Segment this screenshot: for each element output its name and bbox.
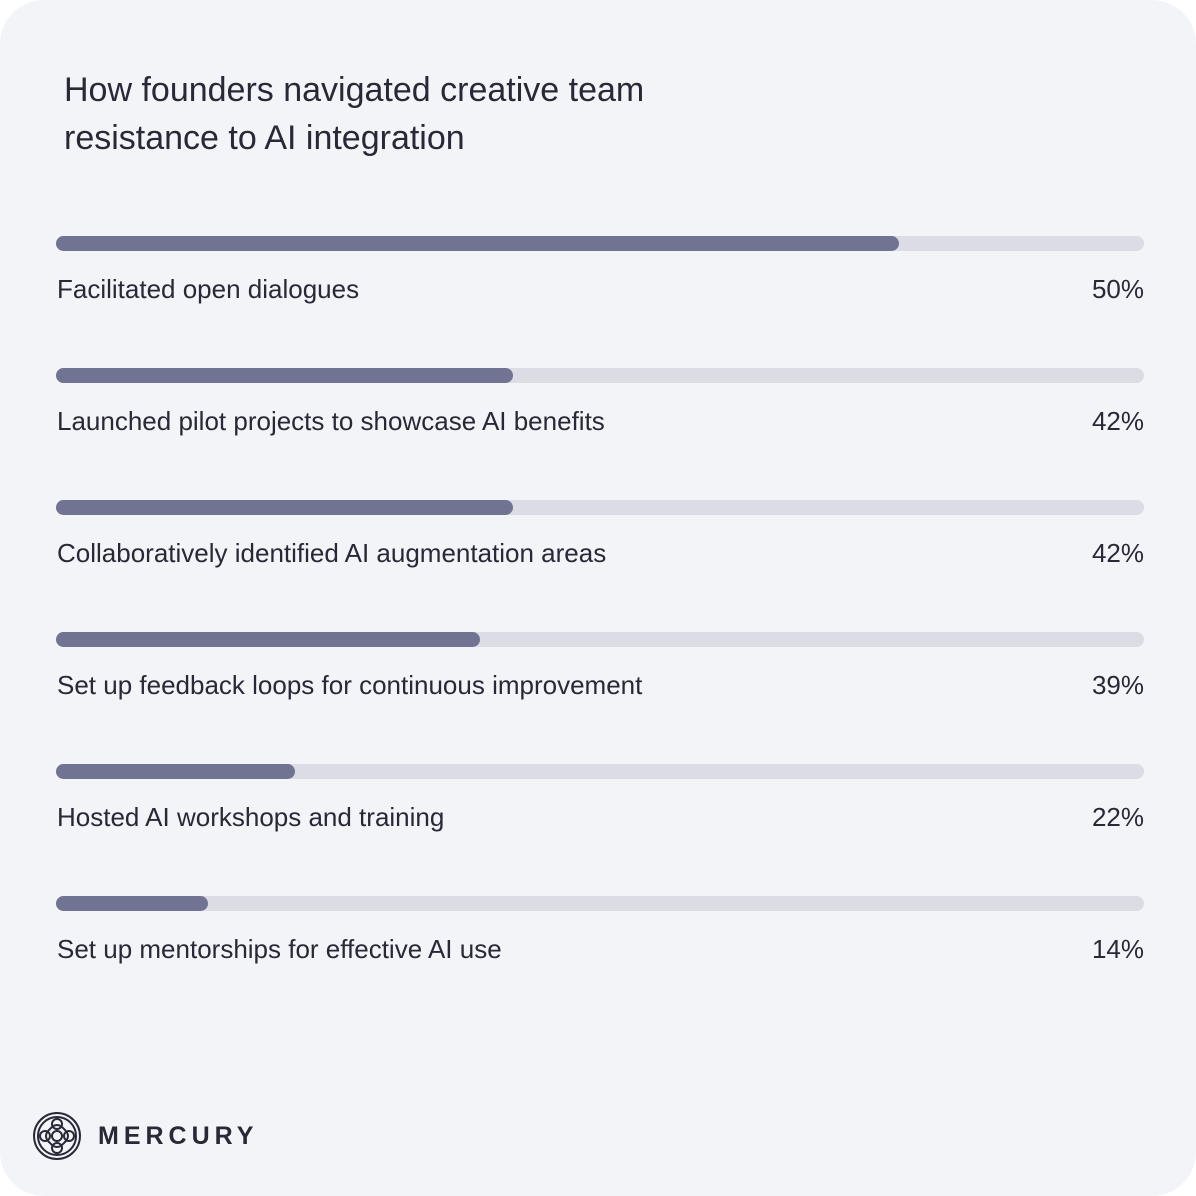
category-label: Facilitated open dialogues bbox=[57, 274, 360, 304]
value-label: 22% bbox=[1091, 802, 1144, 832]
bar-track bbox=[56, 632, 1144, 647]
bar-fill bbox=[56, 236, 900, 251]
value-label: 39% bbox=[1091, 670, 1144, 700]
category-label: Collaboratively identified AI augmentati… bbox=[57, 538, 607, 568]
bar-row: Hosted AI workshops and training 22% bbox=[56, 764, 1144, 896]
bar-row: Facilitated open dialogues 50% bbox=[56, 236, 1144, 368]
value-label: 14% bbox=[1091, 934, 1144, 964]
brand: MERCURY bbox=[32, 1111, 258, 1161]
bar-row: Set up mentorships for effective AI use 1… bbox=[56, 896, 1144, 1028]
mercury-logo-icon bbox=[33, 1112, 81, 1160]
brand-name: MERCURY bbox=[98, 1121, 259, 1150]
bar-track bbox=[56, 368, 1144, 383]
bar-list: Facilitated open dialogues 50% Launched pi… bbox=[56, 236, 1144, 1028]
bar-track bbox=[56, 500, 1144, 515]
value-label: 50% bbox=[1091, 274, 1144, 304]
category-label: Hosted AI workshops and training bbox=[57, 802, 445, 832]
category-label: Launched pilot projects to showcase AI b… bbox=[57, 406, 605, 436]
bar-row: Launched pilot projects to showcase AI b… bbox=[56, 368, 1144, 500]
bar-track bbox=[56, 896, 1144, 911]
bar-fill bbox=[56, 500, 513, 515]
bar-row: Set up feedback loops for continuous imp… bbox=[56, 632, 1144, 764]
chart-title: How founders navigated creative team res… bbox=[64, 71, 645, 157]
value-label: 42% bbox=[1091, 538, 1144, 568]
category-label: Set up mentorships for effective AI use bbox=[57, 934, 502, 964]
bar-row: Collaboratively identified AI augmentati… bbox=[56, 500, 1144, 632]
bar-track bbox=[56, 236, 1144, 251]
bar-fill bbox=[56, 368, 513, 383]
bar-fill bbox=[56, 896, 209, 911]
category-label: Set up feedback loops for continuous imp… bbox=[57, 670, 643, 700]
bar-fill bbox=[56, 632, 481, 647]
bar-track bbox=[56, 764, 1144, 779]
value-label: 42% bbox=[1091, 406, 1144, 436]
bar-fill bbox=[56, 764, 296, 779]
